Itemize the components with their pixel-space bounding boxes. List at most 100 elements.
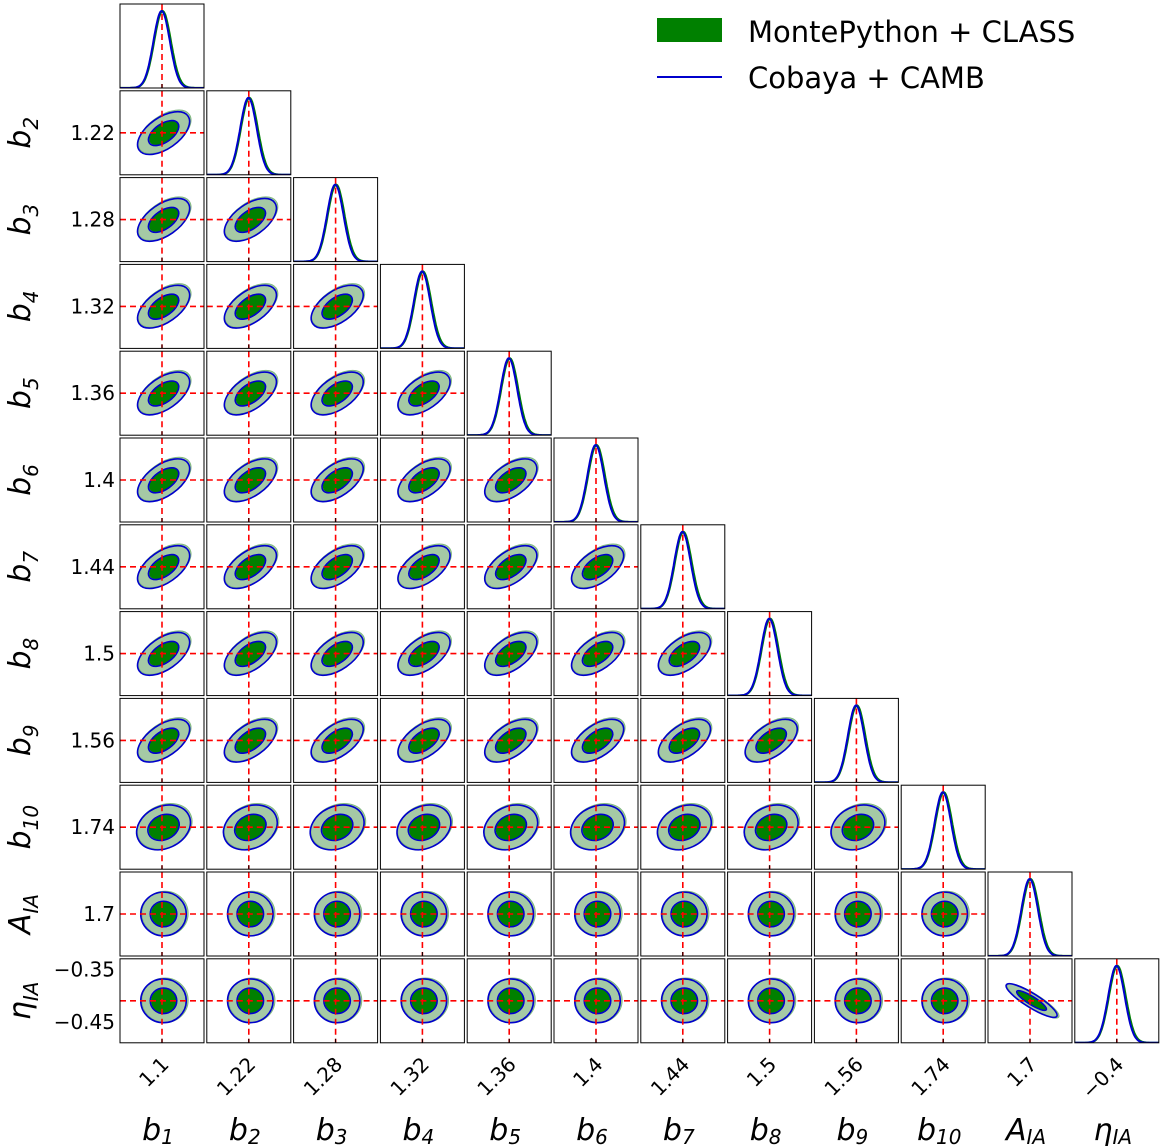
y-tick-label: 1.7 — [83, 902, 115, 926]
y-tick-label: 1.44 — [70, 555, 115, 579]
y-axis-label-11: ηIA — [3, 981, 43, 1020]
panel-7-1 — [207, 612, 291, 696]
panel-8-7 — [728, 698, 812, 782]
panel-7-2 — [294, 612, 378, 696]
y-axis-labels: b2 1.22b3 1.28b4 1.32b5 1.36b6 1.4b7 1.44b8 1.5… — [3, 117, 115, 1034]
panel-8-4 — [467, 698, 551, 782]
panel-8-5 — [554, 698, 638, 782]
panel-7-0 — [120, 612, 204, 696]
panel-7-5 — [554, 612, 638, 696]
y-axis-label-4: b5 — [3, 377, 43, 409]
y-tick-label: 1.36 — [70, 381, 115, 405]
x-tick-label: 1.32 — [385, 1052, 433, 1100]
panel-7-7 — [728, 612, 812, 696]
x-tick-label: 1.4 — [568, 1052, 607, 1091]
x-tick-label: −0.4 — [1077, 1052, 1128, 1103]
panel-6-1 — [207, 525, 291, 609]
x-axis-labels: 1.1 b1 1.22 b2 1.28 b3 1.32 b4 1.36 b5 1.4 b6 1.44 b7… — [134, 1052, 1132, 1146]
panel-10-2 — [294, 872, 378, 956]
y-tick-label: −0.45 — [54, 1010, 115, 1034]
x-tick-label: 1.5 — [742, 1052, 781, 1091]
panel-6-3 — [380, 525, 464, 609]
legend-swatch-montepython — [657, 18, 722, 42]
y-axis-label-1: b2 — [3, 117, 43, 149]
y-axis-label-10: AIA — [3, 894, 43, 936]
y-tick-label: 1.32 — [70, 294, 115, 318]
panel-6-0 — [120, 525, 204, 609]
panel-2-1 — [207, 178, 291, 262]
y-tick-label: −0.35 — [54, 957, 115, 981]
panel-5-2 — [294, 438, 378, 522]
panel-3-2 — [294, 264, 378, 348]
x-axis-label-3: b4 — [403, 1113, 435, 1146]
panel-5-0 — [120, 438, 204, 522]
panel-10-7 — [728, 872, 812, 956]
x-tick-label: 1.74 — [906, 1052, 954, 1100]
panel-11-9 — [901, 959, 985, 1043]
y-axis-label-3: b4 — [3, 291, 43, 323]
x-tick-label: 1.56 — [819, 1052, 867, 1100]
panel-11-0 — [120, 959, 204, 1043]
panel-6-5 — [554, 525, 638, 609]
panel-7-3 — [380, 612, 464, 696]
panel-8-6 — [641, 698, 725, 782]
panel-1-1 — [207, 91, 291, 175]
panel-11-2 — [294, 959, 378, 1043]
legend: MontePython + CLASS Cobaya + CAMB — [657, 15, 1075, 95]
panel-11-7 — [728, 959, 812, 1043]
panel-7-4 — [467, 612, 551, 696]
panel-3-3 — [380, 264, 464, 348]
x-tick-label: 1.36 — [472, 1052, 520, 1100]
y-axis-label-6: b7 — [3, 551, 43, 583]
panel-2-2 — [294, 178, 378, 262]
panel-4-2 — [294, 351, 378, 435]
panel-5-5 — [554, 438, 638, 522]
panel-4-1 — [207, 351, 291, 435]
legend-label-cobaya: Cobaya + CAMB — [748, 61, 985, 95]
panel-4-4 — [467, 351, 551, 435]
panel-6-6 — [641, 525, 725, 609]
panel-11-4 — [467, 959, 551, 1043]
panel-3-1 — [207, 264, 291, 348]
panel-10-4 — [467, 872, 551, 956]
panel-2-0 — [120, 178, 204, 262]
y-tick-label: 1.28 — [70, 208, 115, 232]
panel-6-4 — [467, 525, 551, 609]
x-axis-label-8: b9 — [837, 1113, 869, 1146]
panel-8-0 — [120, 698, 204, 782]
panel-8-1 — [207, 698, 291, 782]
panel-4-0 — [120, 351, 204, 435]
panel-9-0 — [120, 785, 204, 869]
panel-11-8 — [814, 959, 898, 1043]
x-axis-label-4: b5 — [489, 1113, 521, 1146]
panel-10-5 — [554, 872, 638, 956]
panel-10-8 — [814, 872, 898, 956]
panel-8-3 — [380, 698, 464, 782]
panel-7-6 — [641, 612, 725, 696]
panel-11-11 — [1075, 959, 1159, 1043]
panel-10-3 — [380, 872, 464, 956]
y-axis-label-2: b3 — [3, 204, 43, 236]
y-tick-label: 1.5 — [83, 642, 115, 666]
x-tick-label: 1.28 — [299, 1052, 347, 1100]
x-axis-label-6: b7 — [663, 1113, 695, 1146]
panel-9-9 — [901, 785, 985, 869]
x-tick-label: 1.7 — [1002, 1052, 1041, 1091]
panel-5-4 — [467, 438, 551, 522]
panel-8-8 — [814, 698, 898, 782]
panel-11-10 — [988, 959, 1072, 1043]
y-tick-label: 1.56 — [70, 728, 115, 752]
panel-5-1 — [207, 438, 291, 522]
x-axis-label-0: b1 — [142, 1113, 174, 1146]
y-axis-label-8: b9 — [3, 725, 43, 757]
panel-11-1 — [207, 959, 291, 1043]
y-tick-label: 1.22 — [70, 121, 115, 145]
panel-grid — [120, 4, 1159, 1043]
panel-11-3 — [380, 959, 464, 1043]
panel-9-1 — [207, 785, 291, 869]
x-axis-label-1: b2 — [229, 1113, 261, 1146]
x-axis-label-11: ηIA — [1093, 1113, 1132, 1146]
x-tick-label: 1.1 — [134, 1052, 173, 1091]
panel-9-8 — [814, 785, 898, 869]
panel-10-6 — [641, 872, 725, 956]
